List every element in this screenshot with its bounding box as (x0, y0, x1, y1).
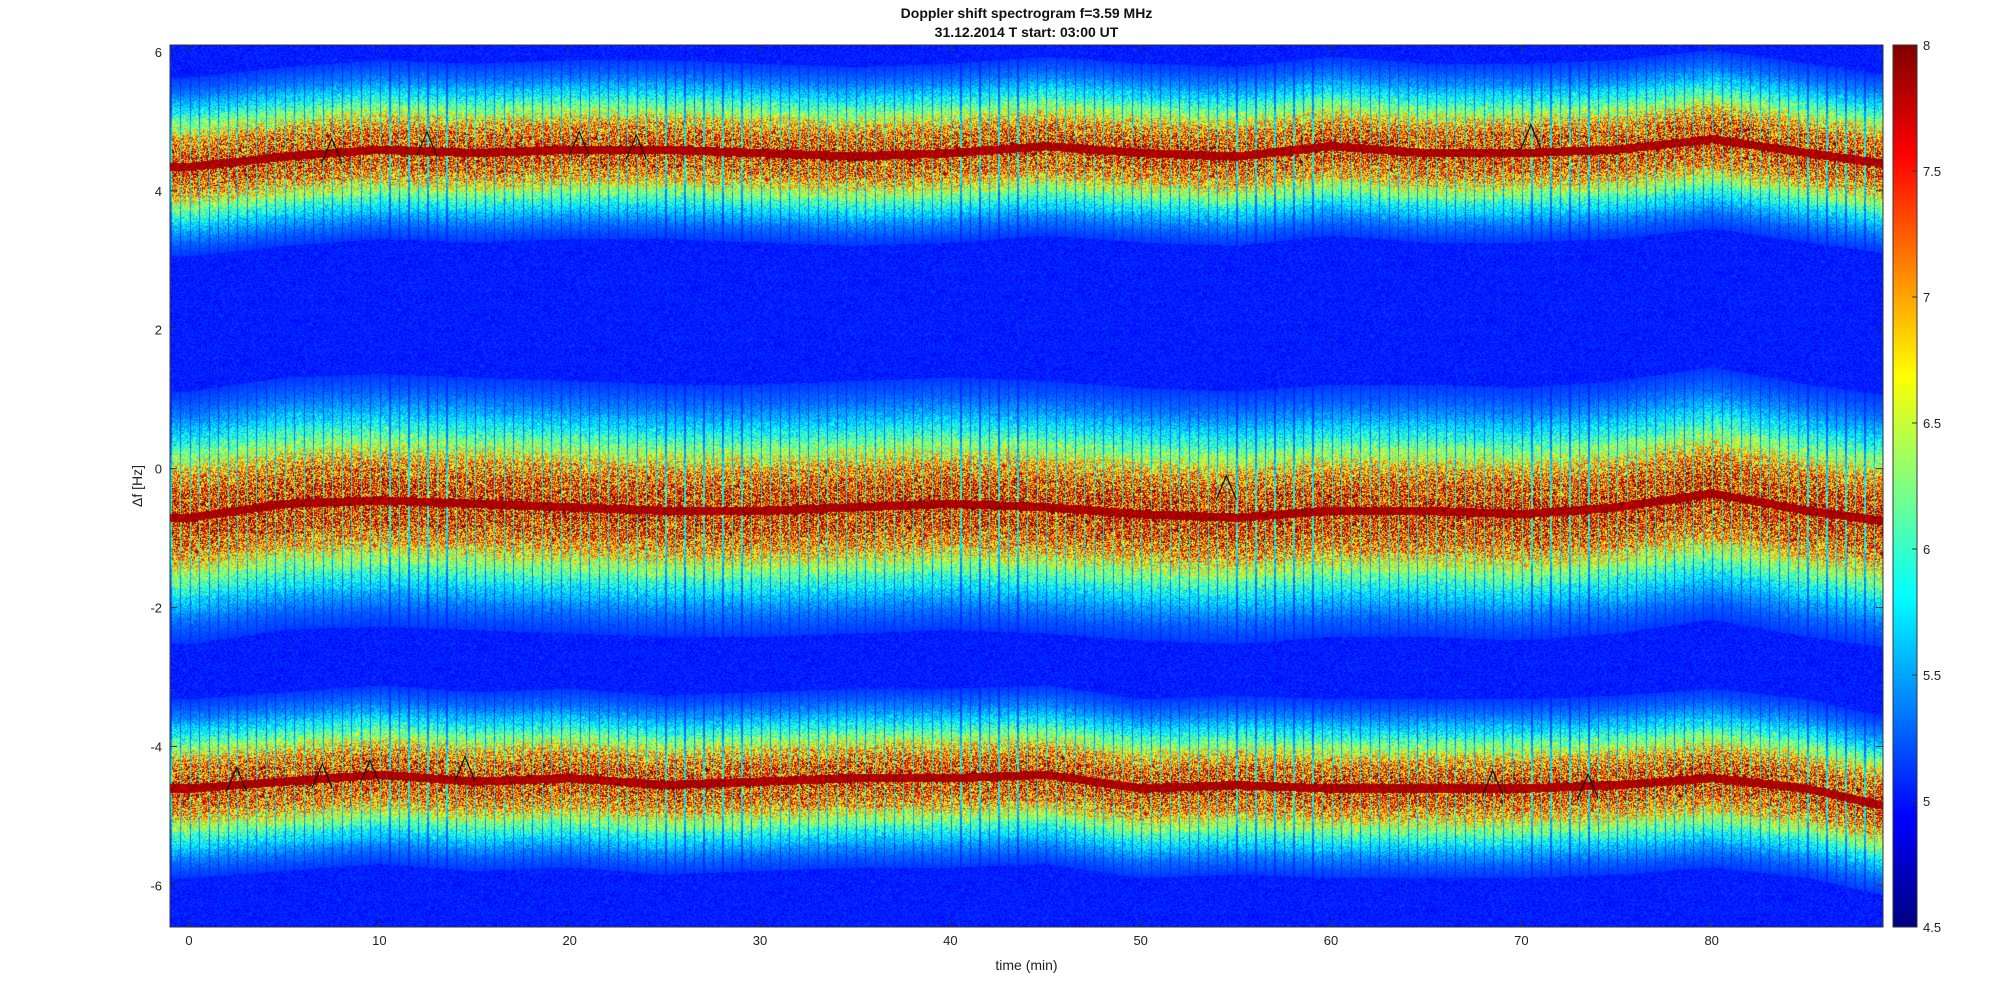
x-axis-label: time (min) (995, 957, 1057, 973)
colorbar-tick-label: 6 (1923, 542, 1930, 557)
colorbar-tick-label: 7 (1923, 290, 1930, 305)
y-tick-label: -6 (150, 878, 162, 893)
y-tick-label: 6 (155, 45, 162, 60)
trace-spike-8 (359, 758, 381, 785)
y-tick-label: -2 (150, 601, 162, 616)
colorbar-tick-label: 7.5 (1923, 164, 1941, 179)
x-tick-label: 70 (1514, 933, 1528, 948)
trace-spike-7 (311, 762, 333, 789)
trace-spike-2 (568, 130, 590, 157)
x-tick-label: 50 (1133, 933, 1147, 948)
colorbar-tick-label: 5.5 (1923, 668, 1941, 683)
trace-spike-1 (416, 130, 438, 157)
trace-spike-0 (321, 137, 343, 163)
trace-spike-4 (1520, 123, 1542, 150)
colorbar (1892, 44, 1918, 928)
y-tick-label: 2 (155, 323, 162, 338)
y-tick-label: -4 (150, 739, 162, 754)
y-tick-label: 4 (155, 184, 162, 199)
colorbar-tick-label: 4.5 (1923, 920, 1941, 935)
x-tick-label: 30 (753, 933, 767, 948)
y-tick-label: 0 (155, 462, 162, 477)
colorbar-tick-label: 8 (1923, 38, 1930, 53)
chart-title: Doppler shift spectrogram f=3.59 MHz (900, 5, 1153, 21)
trace-spike-3 (625, 133, 647, 160)
trace-spike-9 (454, 755, 476, 782)
x-tick-label: 40 (943, 933, 957, 948)
colorbar-tick-label: 6.5 (1923, 416, 1941, 431)
y-axis-label: Δf [Hz] (129, 465, 145, 507)
trace-spike-6 (226, 765, 248, 792)
trace-spike-5 (1215, 474, 1237, 500)
x-tick-label: 20 (562, 933, 576, 948)
colorbar-tick-label: 5 (1923, 794, 1930, 809)
x-tick-label: 0 (185, 933, 192, 948)
trace-spike-10 (1482, 769, 1504, 795)
trace-spike-11 (1577, 772, 1599, 799)
x-tick-label: 60 (1324, 933, 1338, 948)
x-tick-label: 10 (372, 933, 386, 948)
x-tick-label: 80 (1704, 933, 1718, 948)
chart-subtitle: 31.12.2014 T start: 03:00 UT (934, 24, 1119, 40)
plot-frame (169, 44, 1884, 928)
